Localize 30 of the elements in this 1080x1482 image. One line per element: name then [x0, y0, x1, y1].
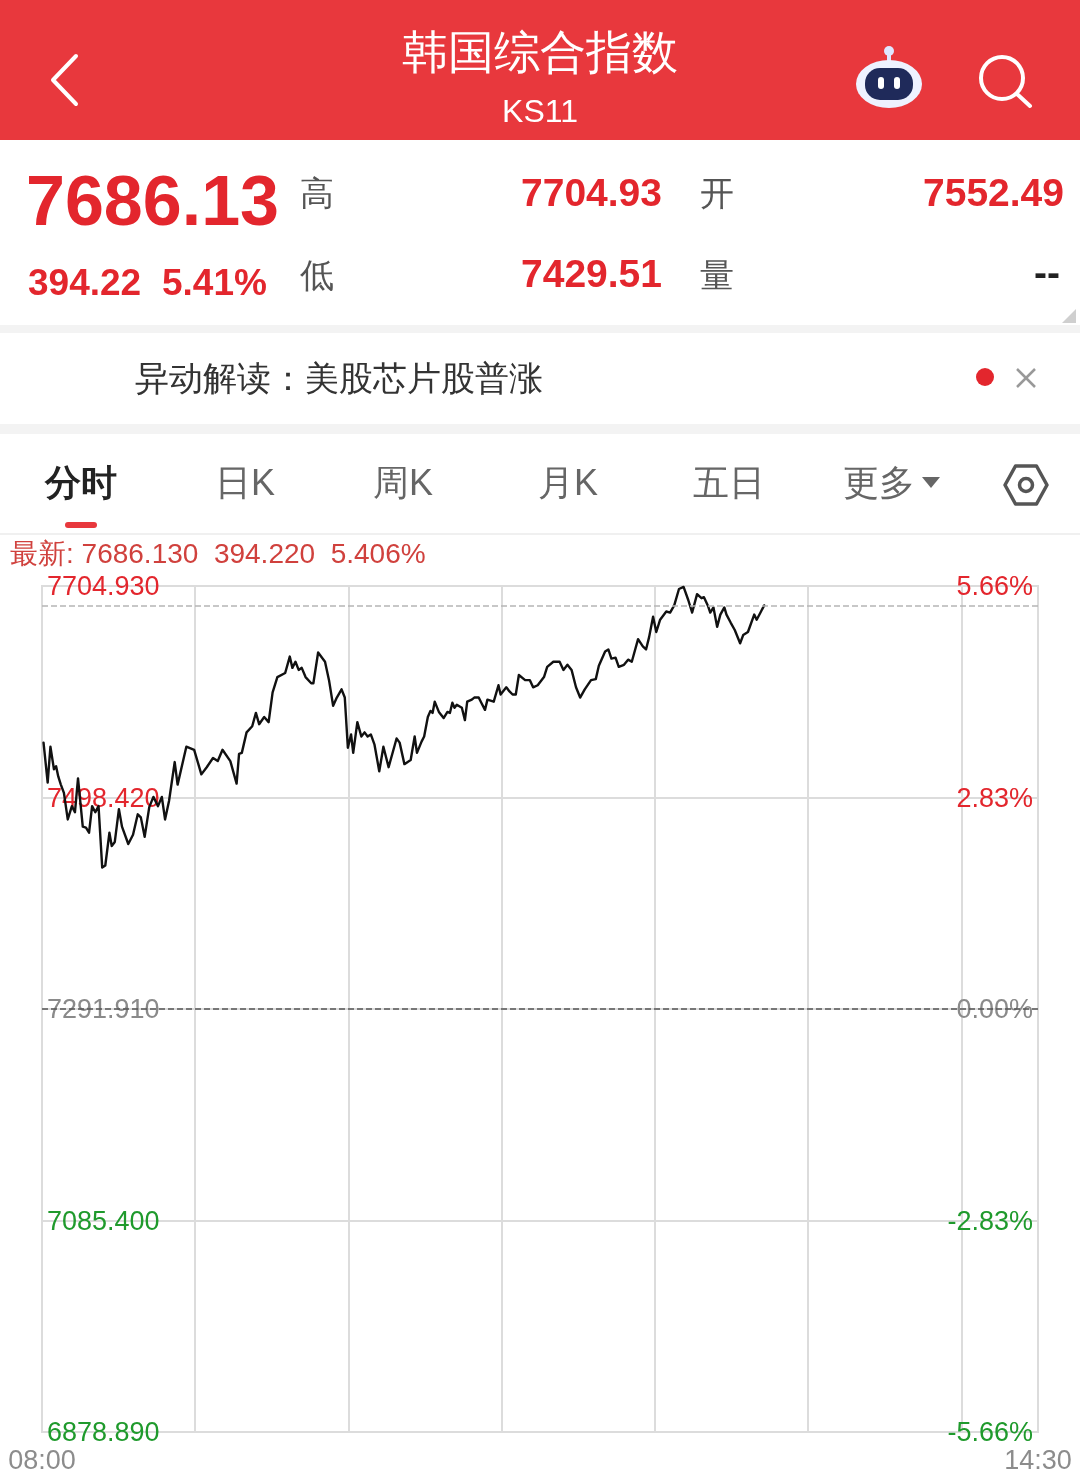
text: 394.22	[28, 261, 142, 303]
y-tick-label: 6878.890	[47, 1417, 160, 1447]
x-tick-label: 08:00	[8, 1444, 76, 1475]
text: 7686.13	[26, 162, 280, 240]
x-tick-label: 14:30	[1004, 1444, 1072, 1475]
chart-subtitle: KS11	[501, 93, 579, 129]
y-tick-label: 7085.400	[47, 1205, 160, 1236]
text: 7704.93	[521, 170, 662, 214]
text: 5.41%	[162, 261, 267, 303]
chart-title: 韩国综合指数	[401, 26, 679, 78]
text: 7552.49	[923, 170, 1064, 214]
text: 最新: 7686.130 394.220 5.406%	[10, 538, 426, 569]
text: 月K	[538, 462, 599, 503]
text: 高	[300, 174, 334, 212]
y2-tick-label: 2.83%	[956, 782, 1033, 813]
text: 更多	[843, 462, 915, 503]
text: 日K	[215, 462, 276, 503]
text: 周K	[373, 462, 434, 503]
text: 分时	[45, 462, 117, 503]
text: 异动解读：美股芯片股普涨	[135, 359, 543, 397]
y2-tick-label: 5.66%	[956, 571, 1033, 601]
text: 低	[300, 256, 334, 294]
text: 开	[700, 174, 734, 212]
y2-tick-label: -5.66%	[947, 1417, 1033, 1447]
y2-tick-label: -2.83%	[947, 1205, 1033, 1236]
text: 7429.51	[521, 251, 662, 295]
y-tick-label: 7704.930	[47, 571, 160, 601]
text: 五日	[693, 462, 765, 503]
text: 量	[700, 256, 734, 294]
text: --	[1034, 250, 1060, 294]
